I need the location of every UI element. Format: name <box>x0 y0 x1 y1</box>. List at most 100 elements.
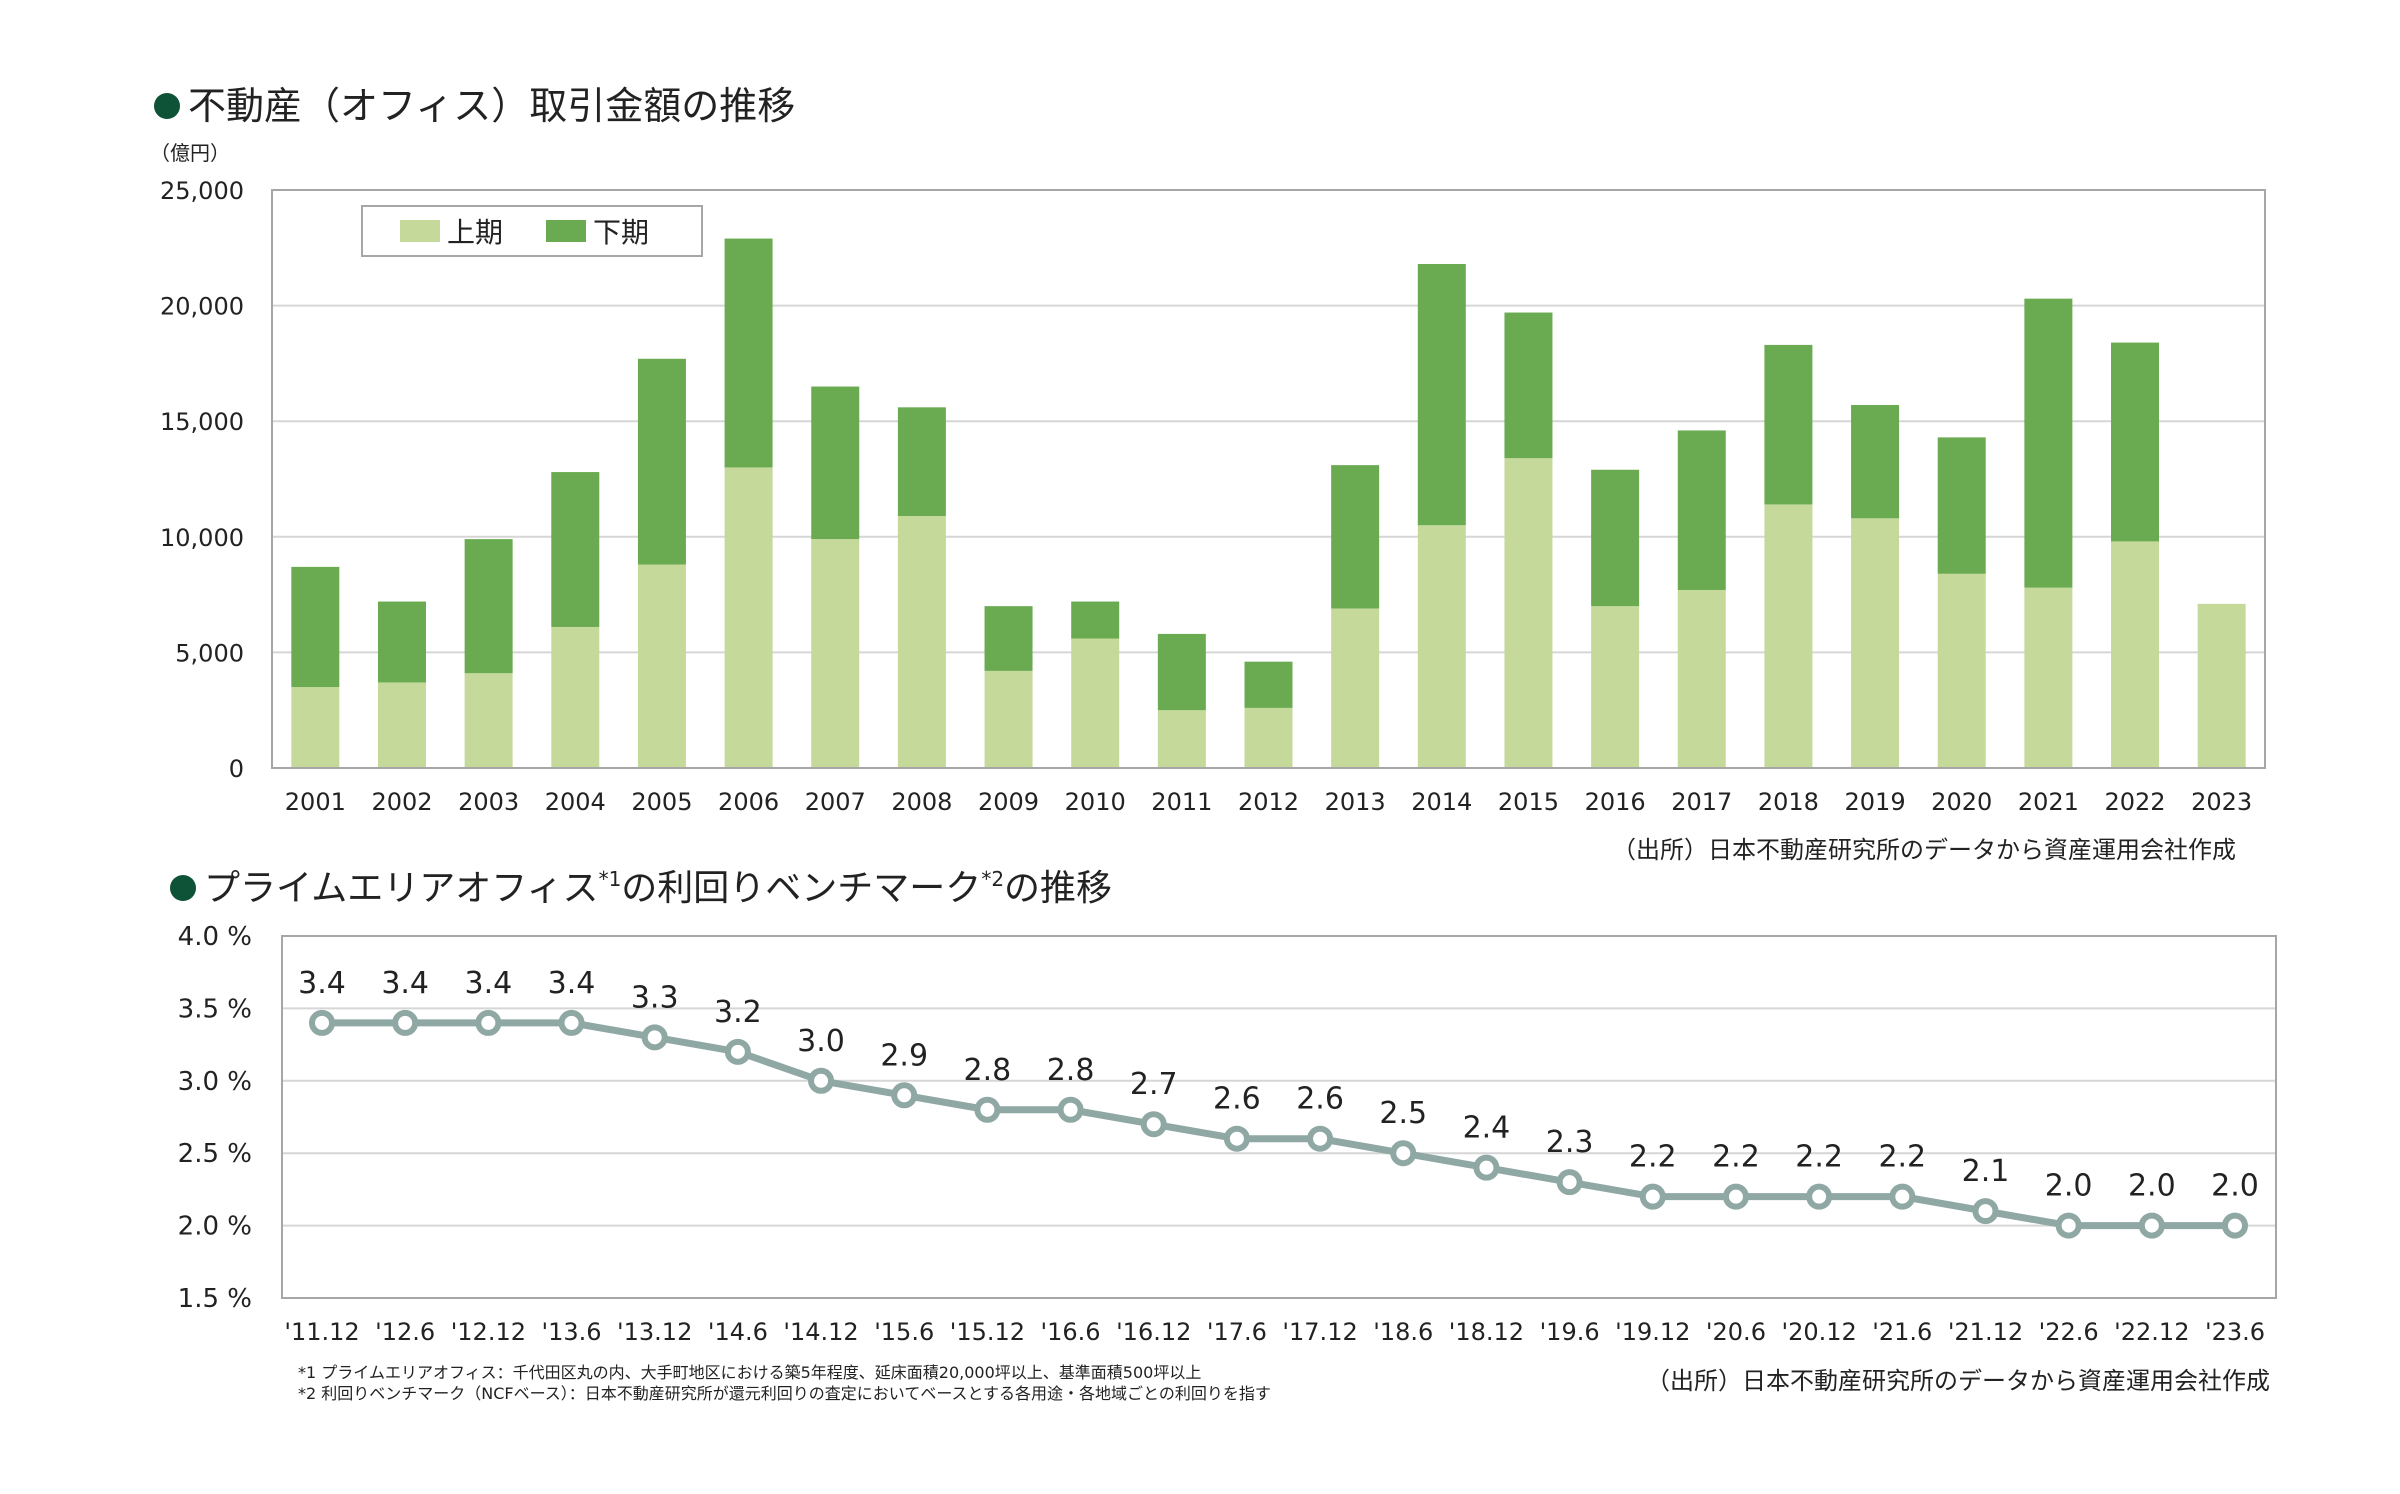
bar-x-tick-label: 2021 <box>2018 788 2079 816</box>
benchmark-yield-data-label: 2.8 <box>1047 1053 1095 1088</box>
benchmark-yield-data-label: 2.3 <box>1546 1125 1594 1160</box>
benchmark-yield-point <box>1639 1183 1666 1210</box>
line-x-tick-label: '22.6 <box>2039 1318 2099 1346</box>
line-chart-title-footnote-mark: *2 <box>981 867 1004 891</box>
line-x-tick-label: '20.6 <box>1706 1318 1766 1346</box>
benchmark-yield-line <box>322 1019 2235 1230</box>
line-y-tick-label: 2.0 % <box>178 1212 252 1242</box>
bar-segment-first-half <box>1417 525 1466 768</box>
bar-segment-first-half <box>1937 573 1986 768</box>
benchmark-yield-point <box>808 1067 835 1094</box>
benchmark-yield-data-label: 2.8 <box>964 1053 1012 1088</box>
legend-label-second-half: 下期 <box>593 216 649 249</box>
bar-x-tick-label: 2001 <box>285 788 346 816</box>
benchmark-yield-point <box>1806 1183 1833 1210</box>
benchmark-yield-point <box>558 1009 585 1036</box>
benchmark-yield-data-label: 2.0 <box>2211 1169 2259 1204</box>
bar-chart-frame <box>271 189 2266 769</box>
bar-segment-first-half <box>2111 541 2160 768</box>
bar-segment-first-half <box>2024 587 2073 768</box>
line-x-tick-label: '14.6 <box>708 1318 768 1346</box>
benchmark-yield-point <box>1722 1183 1749 1210</box>
bar-x-tick-label: 2007 <box>805 788 866 816</box>
bar-x-tick-label: 2003 <box>458 788 519 816</box>
bar-chart-grid <box>272 304 2265 654</box>
bar-segment-second-half <box>291 566 340 688</box>
title-bullet-icon <box>154 93 180 119</box>
bar-segment-second-half <box>811 386 860 540</box>
title-bullet-icon <box>170 875 196 901</box>
line-x-tick-label: '19.6 <box>1540 1318 1600 1346</box>
benchmark-yield-data-label: 2.2 <box>1712 1140 1760 1175</box>
line-chart-y-axis: 1.5 % 2.0 % 2.5 % 3.0 % 3.5 % 4.0 % <box>178 922 252 1314</box>
line-x-tick-label: '21.6 <box>1872 1318 1932 1346</box>
bar-segment-first-half <box>637 564 686 768</box>
benchmark-yield-data-label: 3.4 <box>298 966 346 1001</box>
line-x-tick-label: '18.6 <box>1373 1318 1433 1346</box>
bar-segment-first-half <box>1677 589 1726 768</box>
line-chart-title-part: プライムエリアオフィス <box>204 868 599 909</box>
benchmark-yield-point <box>1972 1198 1999 1225</box>
bar-segment-second-half <box>1504 312 1553 459</box>
bar-x-tick-label: 2018 <box>1758 788 1819 816</box>
bar-segment-second-half <box>1417 263 1466 526</box>
line-y-tick-label: 3.0 % <box>178 1067 252 1097</box>
bar-segment-second-half <box>724 238 773 468</box>
bar-segment-second-half <box>2024 298 2073 588</box>
line-x-tick-label: '13.12 <box>617 1318 692 1346</box>
line-y-tick-label: 1.5 % <box>178 1284 252 1314</box>
line-x-tick-label: '11.12 <box>284 1318 359 1346</box>
line-x-tick-label: '17.12 <box>1282 1318 1357 1346</box>
bar-y-tick-label: 20,000 <box>160 293 244 321</box>
bar-segment-first-half <box>724 467 773 768</box>
bar-x-tick-label: 2008 <box>891 788 952 816</box>
bar-segment-first-half <box>984 670 1033 768</box>
line-y-tick-label: 3.5 % <box>178 994 252 1024</box>
bar-y-tick-label: 10,000 <box>160 524 244 552</box>
benchmark-yield-data-label: 3.0 <box>797 1024 845 1059</box>
bar-x-tick-label: 2019 <box>1845 788 1906 816</box>
line-chart-frame <box>281 935 2277 1299</box>
bar-segment-first-half <box>551 626 600 768</box>
benchmark-yield-point <box>1556 1169 1583 1196</box>
benchmark-yield-data-label: 2.2 <box>1795 1140 1843 1175</box>
line-chart-source: （出所）日本不動産研究所のデータから資産運用会社作成 <box>1646 1367 2270 1395</box>
bar-segment-first-half <box>1764 504 1813 768</box>
benchmark-yield-data-label: 2.5 <box>1379 1096 1427 1131</box>
line-x-tick-label: '15.12 <box>950 1318 1025 1346</box>
line-chart-series: 3.4 3.4 3.4 3.4 3.3 3.2 3.0 2.9 2.8 2.8 2.7 2.6 2.6 2… <box>298 966 2259 1239</box>
bar-segment-second-half <box>1591 469 1640 607</box>
bar-chart-x-axis: 2001 2002 2003 2004 2005 2006 2007 2008 2009 2010… <box>285 788 2252 816</box>
footnote-2: *2 利回りベンチマーク（NCFベース）：日本不動産研究所が還元利回りの査定にお… <box>298 1384 1271 1403</box>
benchmark-yield-data-label: 2.6 <box>1296 1082 1344 1117</box>
bar-y-tick-label: 25,000 <box>160 177 244 205</box>
benchmark-yield-point <box>724 1038 751 1065</box>
bar-chart-source: （出所）日本不動産研究所のデータから資産運用会社作成 <box>1612 836 2236 864</box>
bar-segment-second-half <box>637 358 686 565</box>
line-x-tick-label: '15.6 <box>874 1318 934 1346</box>
benchmark-yield-point <box>2222 1212 2248 1239</box>
bar-segment-first-half <box>377 682 426 768</box>
benchmark-yield-data-label: 3.4 <box>464 966 512 1001</box>
benchmark-yield-point <box>2055 1212 2082 1239</box>
benchmark-yield-point <box>309 1009 335 1036</box>
bar-segment-second-half <box>1764 344 1813 505</box>
bar-segment-first-half <box>2197 603 2246 768</box>
benchmark-yield-data-label: 2.2 <box>1629 1140 1677 1175</box>
line-x-tick-label: '22.12 <box>2114 1318 2189 1346</box>
line-x-tick-label: '13.6 <box>541 1318 601 1346</box>
benchmark-yield-point <box>1223 1125 1250 1152</box>
line-x-tick-label: '12.12 <box>451 1318 526 1346</box>
bar-x-tick-label: 2015 <box>1498 788 1559 816</box>
bar-segment-first-half <box>291 687 340 768</box>
bar-segment-second-half <box>1244 661 1293 708</box>
line-chart-title-part: の利回りベンチマーク <box>621 868 981 909</box>
bar-chart-bars <box>291 238 2246 768</box>
benchmark-yield-data-label: 3.2 <box>714 995 762 1030</box>
bar-segment-second-half <box>2111 342 2160 542</box>
bar-x-tick-label: 2014 <box>1411 788 1472 816</box>
bar-segment-first-half <box>897 515 946 768</box>
bar-x-tick-label: 2002 <box>371 788 432 816</box>
bar-segment-second-half <box>1851 405 1900 519</box>
